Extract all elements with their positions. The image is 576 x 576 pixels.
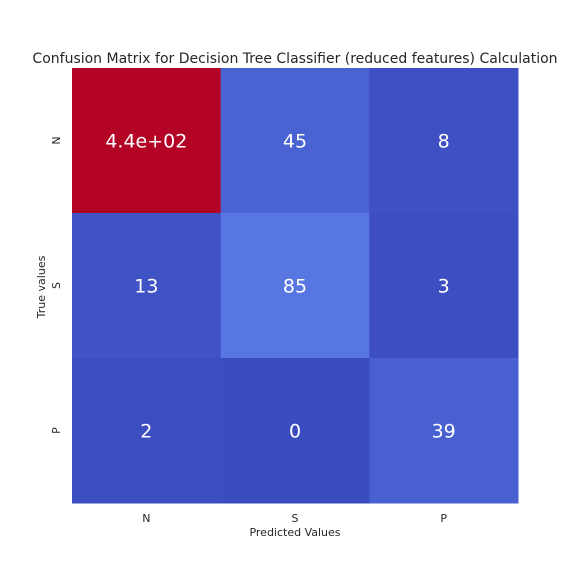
x-tick-label: P: [440, 512, 447, 525]
heatmap-cell-P-N: [72, 358, 222, 504]
heatmap-cell-S-N: [72, 213, 222, 359]
heatmap-cell-S-P: [369, 213, 519, 359]
cell-value-label: 8: [438, 131, 450, 153]
x-tick-label: N: [142, 512, 150, 525]
cell-value-label: 13: [134, 276, 158, 298]
cell-value-label: 4.4e+02: [105, 131, 187, 153]
cell-value-label: 2: [140, 421, 152, 443]
heatmap-cell-P-S: [220, 358, 370, 504]
y-tick-label: P: [50, 427, 63, 434]
cell-value-label: 0: [289, 421, 301, 443]
heatmap-cell-N-P: [369, 68, 519, 214]
y-axis-ticks: N S P: [50, 136, 63, 433]
x-axis-label: Predicted Values: [249, 526, 340, 539]
heatmap-cell-S-S: [220, 213, 370, 359]
heatmap-cells: 4.4e+02 45 8 13 85 3 2 0 39: [72, 68, 519, 504]
cell-value-label: 85: [283, 276, 307, 298]
cell-value-label: 39: [432, 421, 456, 443]
cell-value-label: 45: [283, 131, 307, 153]
cell-value-label: 3: [438, 276, 450, 298]
y-axis-label: True values: [35, 255, 48, 319]
heatmap-cell-P-P: [369, 358, 519, 504]
x-tick-label: S: [292, 512, 299, 525]
heatmap-cell-N-S: [220, 68, 370, 214]
y-tick-label: N: [50, 136, 63, 144]
y-tick-label: S: [50, 282, 63, 289]
heatmap-cell-N-N: [72, 68, 222, 214]
chart-title: Confusion Matrix for Decision Tree Class…: [32, 51, 557, 67]
